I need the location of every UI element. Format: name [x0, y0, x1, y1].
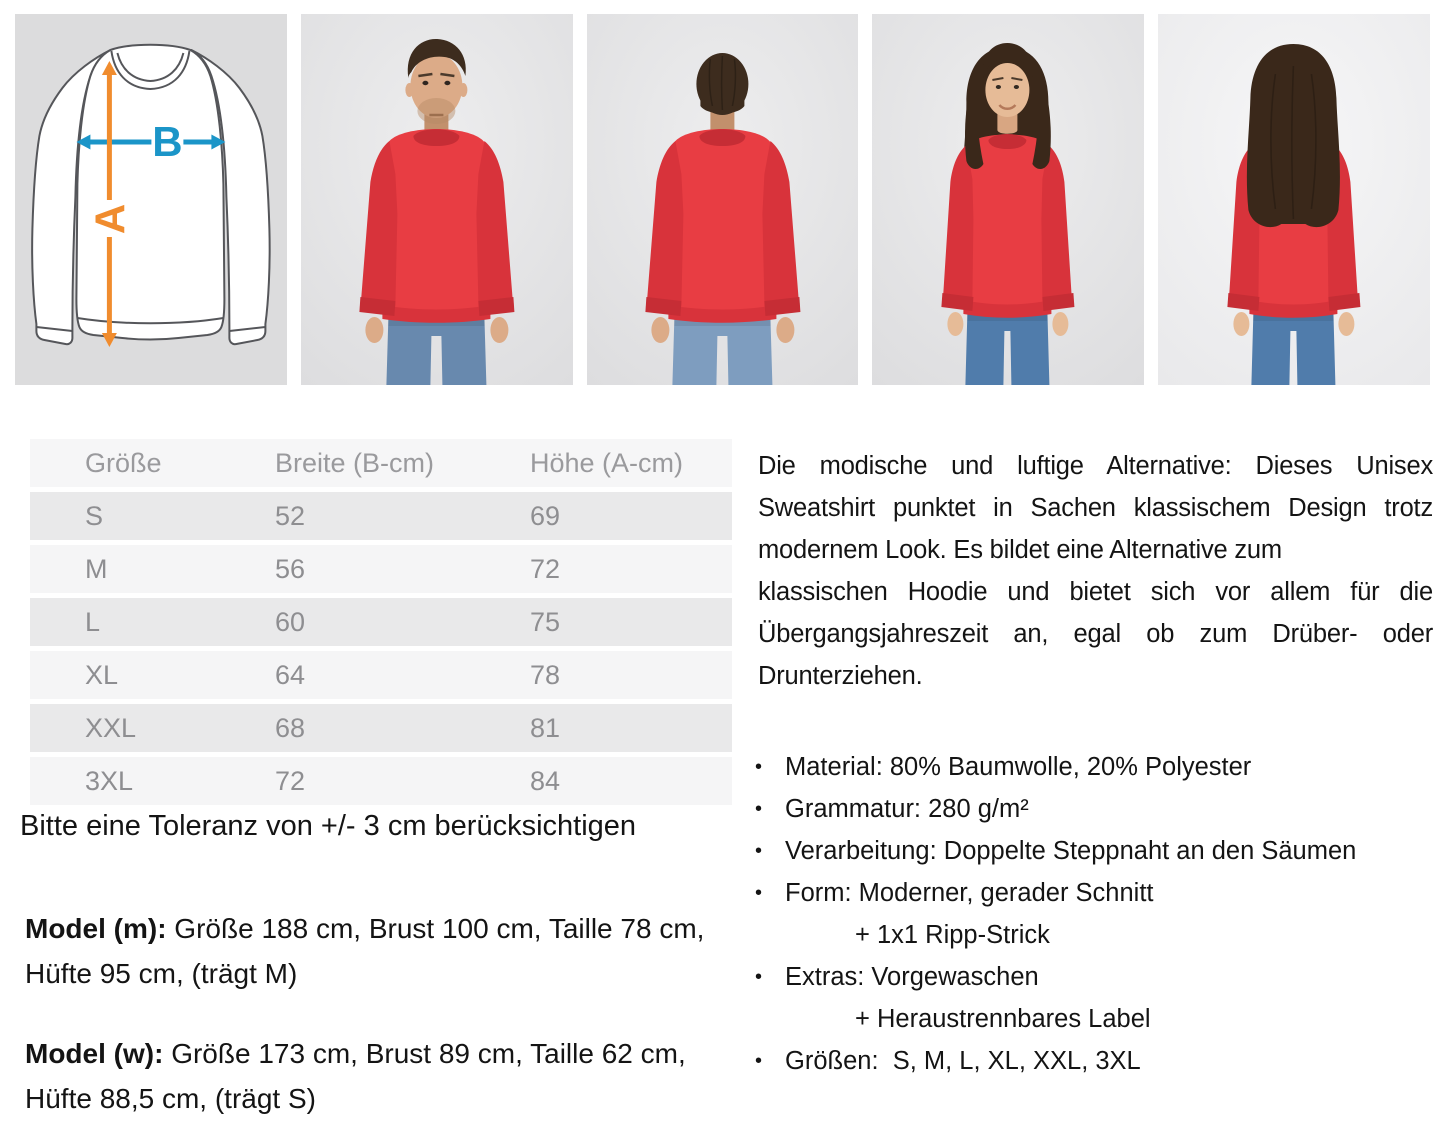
photo-female-front — [872, 14, 1145, 385]
feature-item-continuation: + Heraustrennbares Label — [755, 998, 1443, 1040]
description-line: Sweatshirt punktet in Sachen klassischem… — [758, 494, 1433, 522]
table-cell: XL — [85, 659, 119, 690]
size-table-row: L 60 75 — [30, 598, 732, 646]
table-cell: 3XL — [85, 765, 134, 796]
description-line: klassischen Hoodie und bietet sich vor a… — [758, 578, 1433, 606]
sweatshirt-outline — [31, 43, 271, 346]
product-description: Die modische und luftige Alternative: Di… — [758, 445, 1433, 697]
model-photo-woman-back — [1158, 14, 1430, 385]
bullet-icon: • — [755, 755, 763, 778]
bullet-icon: • — [755, 797, 763, 820]
feature-item-continuation: + 1x1 Ripp-Strick — [755, 914, 1443, 956]
model-w-text: Größe 173 cm, Brust 89 cm, Taille 62 cm,… — [25, 1038, 686, 1114]
feature-list: • Material: 80% Baumwolle, 20% Polyester •… — [755, 746, 1443, 1082]
model-w-measurements: Model (w): Größe 173 cm, Brust 89 cm, Ta… — [25, 1031, 745, 1121]
right-cuff-line — [229, 326, 266, 332]
table-header-cell: Größe — [85, 447, 162, 478]
table-cell: 56 — [275, 553, 306, 584]
size-table-row: 3XL 72 84 — [30, 757, 732, 805]
table-cell: 64 — [275, 659, 306, 690]
size-diagram-panel: B A — [15, 14, 287, 385]
feature-text: + Heraustrennbares Label — [855, 1004, 1151, 1033]
size-table: Größe Breite (B-cm) Höhe (A-cm) S 52 69 M 56 72 L… — [30, 439, 732, 810]
model-m-text: Größe 188 cm, Brust 100 cm, Taille 78 cm… — [25, 913, 705, 989]
table-cell: 68 — [275, 712, 306, 743]
size-table-row: S 52 69 — [30, 492, 732, 540]
product-gallery: B A — [15, 14, 1430, 385]
feature-text: Größen: S, M, L, XL, XXL, 3XL — [785, 1046, 1141, 1075]
left-sleeve-shape — [31, 49, 112, 346]
table-header-cell: Breite (B-cm) — [275, 447, 435, 478]
feature-item: • Extras: Vorgewaschen — [755, 956, 1443, 998]
table-cell: L — [85, 606, 101, 637]
tolerance-note: Bitte eine Toleranz von +/- 3 cm berücks… — [20, 810, 637, 842]
collar-inner-line — [116, 52, 185, 83]
left-cuff-line — [36, 326, 73, 332]
description-line: modernem Look. Es bildet eine Alternativ… — [758, 536, 1282, 564]
description-line: Drunterziehen. — [758, 662, 923, 690]
height-arrow: A — [86, 61, 133, 347]
model-m-measurements: Model (m): Größe 188 cm, Brust 100 cm, T… — [25, 906, 745, 996]
table-cell: S — [85, 500, 104, 531]
table-header-cell: Höhe (A-cm) — [530, 447, 684, 478]
feature-item: • Material: 80% Baumwolle, 20% Polyester — [755, 746, 1443, 788]
table-cell: XXL — [85, 712, 137, 743]
feature-text: Extras: Vorgewaschen — [785, 962, 1039, 991]
table-cell: 75 — [530, 606, 561, 637]
model-photo-man-back — [586, 14, 859, 385]
model-m-label: Model (m): — [25, 913, 167, 944]
size-table-row: XXL 68 81 — [30, 704, 732, 752]
table-cell: 78 — [530, 659, 561, 690]
collar-outer-line — [110, 50, 191, 91]
size-table-row: XL 64 78 — [30, 651, 732, 699]
size-diagram: B A — [15, 14, 287, 385]
width-arrow-label: B — [152, 118, 182, 165]
bullet-icon: • — [755, 839, 763, 862]
bullet-icon: • — [755, 1049, 763, 1072]
feature-text: Material: 80% Baumwolle, 20% Polyester — [785, 752, 1252, 781]
table-cell: 69 — [530, 500, 561, 531]
height-arrow-label: A — [86, 204, 133, 234]
model-photo-man-front — [300, 14, 573, 385]
hem-line — [77, 317, 224, 325]
bullet-icon: • — [755, 965, 763, 988]
table-cell: 52 — [275, 500, 306, 531]
bullet-icon: • — [755, 881, 763, 904]
description-line: Übergangsjahreszeit an, egal ob zum Drüb… — [758, 620, 1433, 648]
right-sleeve-shape — [190, 49, 271, 346]
seam-lines — [36, 50, 266, 332]
feature-text: Verarbeitung: Doppelte Steppnaht an den … — [785, 836, 1357, 865]
feature-item: • Größen: S, M, L, XL, XXL, 3XL — [755, 1040, 1443, 1082]
feature-item: • Verarbeitung: Doppelte Steppnaht an den… — [755, 830, 1443, 872]
feature-text: Form: Moderner, gerader Schnitt — [785, 878, 1154, 907]
feature-text: Grammatur: 280 g/m² — [785, 794, 1029, 823]
size-table-row: M 56 72 — [30, 545, 732, 593]
feature-item: • Grammatur: 280 g/m² — [755, 788, 1443, 830]
photo-male-back — [586, 14, 859, 385]
feature-text: + 1x1 Ripp-Strick — [855, 920, 1050, 949]
photo-male-front — [300, 14, 573, 385]
size-table-header-row: Größe Breite (B-cm) Höhe (A-cm) — [30, 439, 732, 487]
table-cell: 81 — [530, 712, 561, 743]
table-cell: 84 — [530, 765, 561, 796]
table-cell: 60 — [275, 606, 306, 637]
model-w-label: Model (w): — [25, 1038, 164, 1069]
table-cell: M — [85, 553, 108, 584]
table-cell: 72 — [530, 553, 561, 584]
width-arrow: B — [76, 118, 226, 165]
description-line: Die modische und luftige Alternative: Di… — [758, 452, 1433, 480]
feature-item: • Form: Moderner, gerader Schnitt — [755, 872, 1443, 914]
model-photo-woman-front — [872, 14, 1145, 385]
table-cell: 72 — [275, 765, 306, 796]
body-shape — [75, 43, 226, 341]
photo-female-back — [1158, 14, 1430, 385]
